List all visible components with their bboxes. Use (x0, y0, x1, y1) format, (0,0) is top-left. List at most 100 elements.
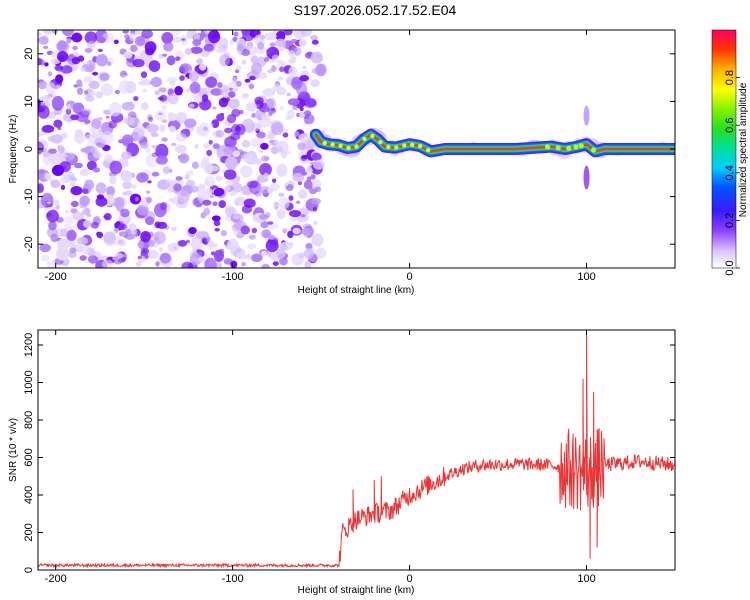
spectrogram-noise-cell (60, 65, 73, 74)
spectrogram-noise-cell (130, 44, 138, 53)
spectrogram-noise-cell (262, 88, 276, 97)
spectrogram-noise-cell (141, 88, 147, 93)
spectrogram-noise-cell (212, 143, 220, 150)
spectrogram-noise-cell (55, 84, 61, 89)
spectrogram-noise-cell (279, 105, 284, 111)
spectrogram-noise-cell (311, 233, 324, 247)
colorbar-tick-label: 0.8 (724, 70, 736, 85)
spectrogram-noise-cell (205, 76, 218, 88)
spectrogram-track-node (566, 145, 572, 151)
spectrogram-noise-cell (112, 256, 120, 261)
spectrogram-noise-cell (97, 48, 103, 53)
spectrogram-noise-cell (263, 156, 269, 161)
spectrogram-noise-cell (133, 96, 139, 102)
spectrogram-noise-cell (210, 88, 223, 96)
spectrogram-noise-cell (170, 142, 177, 147)
spectrogram-noise-cell (74, 132, 85, 144)
spectrogram-noise-cell (74, 187, 80, 192)
spectrogram-noise-cell (212, 201, 218, 207)
spectrogram-noise-cell (250, 137, 264, 148)
spectrogram-xtick-label: -200 (45, 271, 67, 283)
spectrogram-noise-cell (50, 179, 61, 188)
spectrogram-noise-cell (80, 168, 90, 177)
spectrogram-noise-cell (96, 142, 105, 148)
spectrogram-noise-cell (216, 113, 225, 122)
spectrogram-noise-cell (79, 255, 87, 261)
spectrogram-noise-cell (66, 229, 77, 242)
spectrogram-noise-cell (311, 39, 319, 45)
spectrogram-noise-cell (147, 180, 152, 184)
spectrogram-noise-cell (296, 221, 301, 226)
colorbar-label: Normalized spectral amplitude (738, 82, 749, 217)
spectrogram-noise-cell (114, 89, 120, 95)
spectrogram-noise-cell (56, 242, 65, 249)
spectrogram-noise-cell (211, 215, 221, 222)
spectrogram-track-node (402, 143, 407, 148)
spectrogram-track-node (330, 142, 335, 147)
spectrogram-noise-cell (57, 51, 69, 62)
spectrogram-noise-cell (224, 185, 231, 192)
spectrogram-noise-cell (113, 39, 119, 44)
spectrogram-noise-cell (276, 140, 289, 154)
spectrogram-noise-cell (211, 119, 220, 129)
spectrogram-track-node (426, 147, 431, 153)
spectrogram-noise-cell (248, 234, 256, 240)
spectrogram-noise-cell (298, 39, 307, 47)
spectrogram-noise-cell (46, 201, 51, 204)
spectrogram-ytick-label: -20 (23, 236, 35, 252)
spectrogram-noise-cell (223, 94, 229, 98)
spectrogram-noise-cell (123, 116, 135, 126)
spectrogram-noise-cell (51, 164, 65, 176)
spectrogram-noise-cell (53, 119, 63, 128)
spectrogram-noise-cell (271, 54, 280, 63)
spectrogram-noise-cell (140, 71, 148, 79)
spectrogram-noise-cell (221, 96, 231, 103)
spectrogram-noise-cell (48, 148, 57, 154)
spectrogram-noise-cell (288, 195, 294, 201)
spectrogram-burst-lower (583, 165, 590, 190)
spectrogram-noise-cell (114, 227, 119, 232)
spectrogram-noise-cell (50, 233, 59, 243)
spectrogram-noise-cell (297, 142, 306, 151)
spectrogram-noise-cell (159, 124, 166, 132)
spectrogram-noise-cell (105, 115, 110, 119)
spectrogram-track-node (578, 143, 584, 149)
spectrogram-noise-cell (270, 146, 279, 155)
spectrogram-noise-cell (261, 229, 272, 239)
spectrogram-noise-cell (279, 257, 288, 266)
spectrogram-ytick-label: -10 (23, 189, 35, 205)
spectrogram-noise-cell (157, 221, 168, 229)
spectrogram-noise-cell (258, 72, 268, 79)
spectrogram-noise-cell (278, 196, 290, 210)
spectrogram-noise-cell (131, 228, 138, 236)
spectrogram-noise-cell (287, 230, 294, 239)
spectrogram-track-node (370, 133, 375, 139)
spectrogram-noise-cell (313, 220, 318, 226)
spectrogram-noise-cell (73, 52, 80, 57)
spectrogram-noise-cell (57, 126, 62, 131)
spectrogram-noise-cell (137, 255, 142, 260)
spectrogram-noise-cell (46, 260, 58, 268)
spectrogram-noise-cell (109, 175, 117, 185)
spectrogram-noise-cell (118, 231, 127, 237)
spectrogram-noise-cell (299, 75, 310, 82)
spectrogram-noise-cell (179, 65, 189, 73)
spectrogram-noise-cell (310, 79, 320, 88)
spectrogram-noise-cell (245, 36, 252, 41)
spectrogram-noise-cell (188, 103, 195, 108)
spectrogram-noise-cell (264, 56, 269, 63)
spectrogram-noise-cell (216, 262, 223, 268)
spectrogram-noise-cell (215, 45, 225, 54)
spectrogram-noise-cell (140, 142, 149, 149)
spectrogram-noise-cell (136, 172, 149, 183)
spectrogram-noise-cell (228, 81, 238, 88)
spectrogram-noise-cell (40, 193, 54, 207)
spectrogram-noise-cell (97, 71, 111, 83)
spectrogram-noise-cell (298, 252, 305, 259)
spectrogram-noise-cell (251, 227, 257, 234)
spectrogram-noise-cell (245, 253, 253, 260)
spectrogram-noise-cell (292, 105, 298, 111)
spectrogram-noise-cell (301, 171, 308, 176)
spectrogram-noise-cell (59, 176, 71, 184)
spectrogram-noise-cell (196, 58, 203, 65)
